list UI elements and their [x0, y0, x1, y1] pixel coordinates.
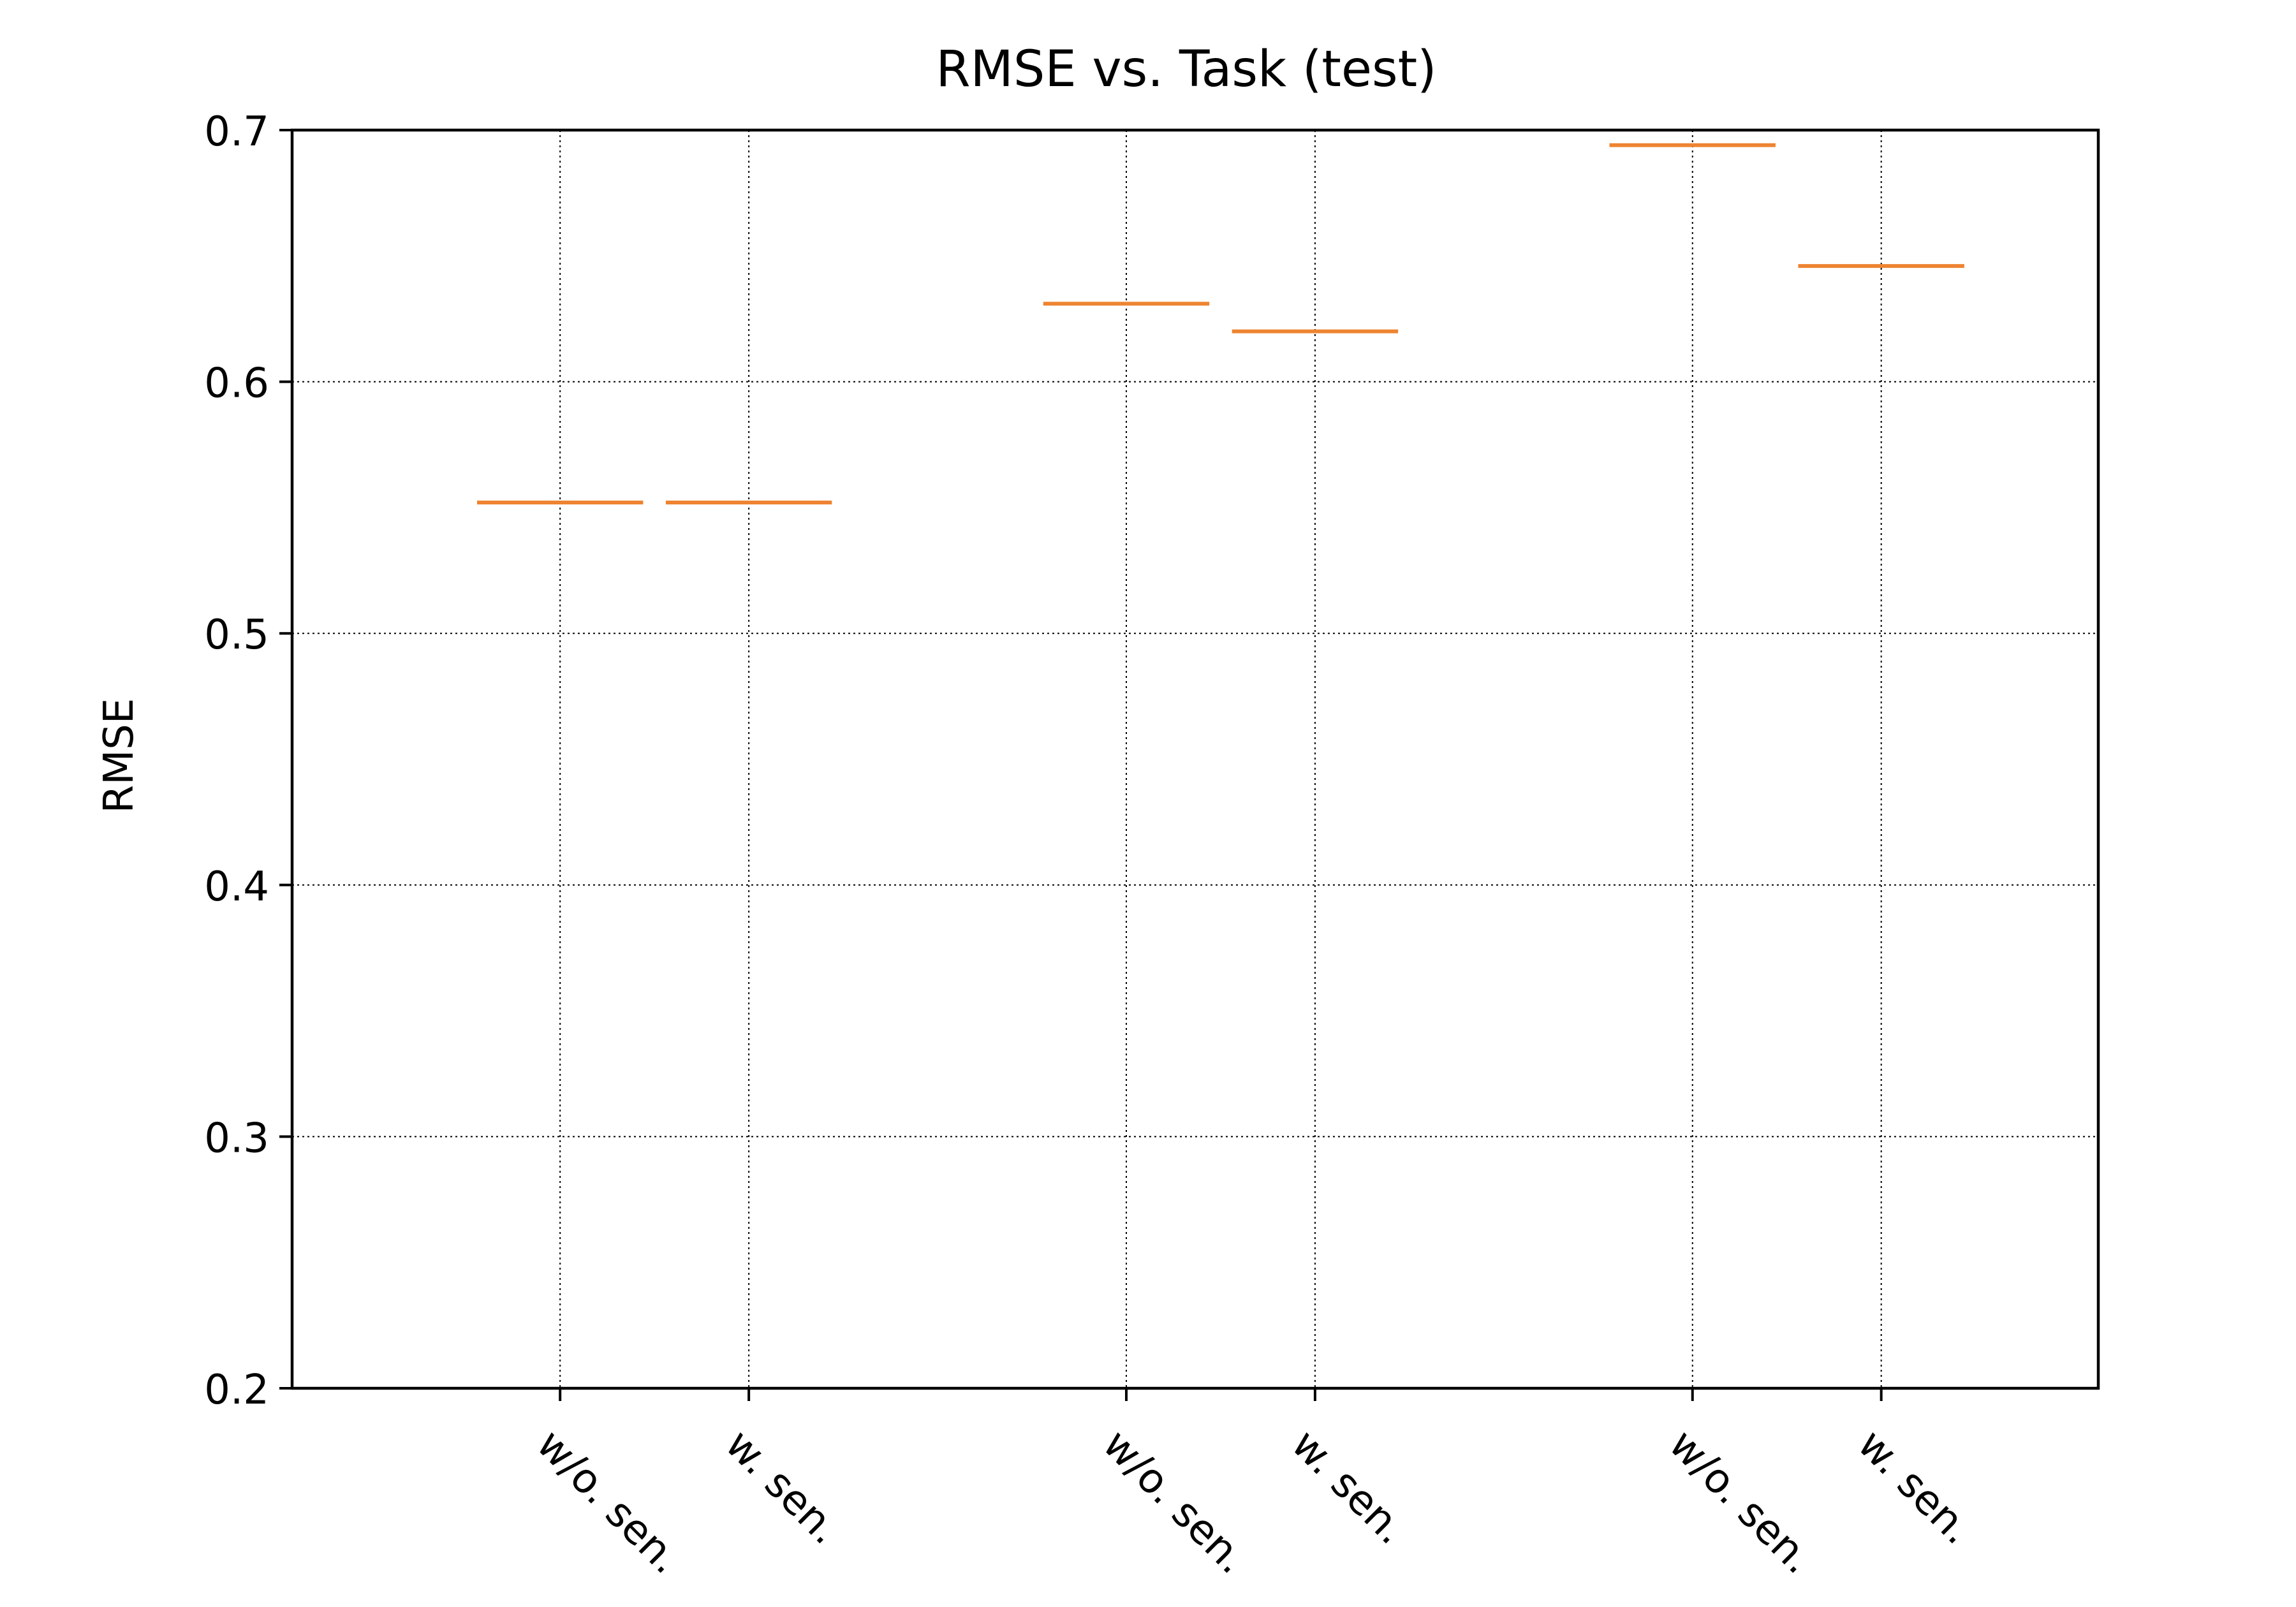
y-tick-label: 0.4 [204, 863, 269, 911]
y-tick-label: 0.7 [204, 108, 269, 156]
gridlines [292, 130, 2098, 1388]
y-tick-label: 0.6 [204, 360, 269, 407]
y-axis-label: RMSE [96, 698, 143, 814]
chart-title: RMSE vs. Task (test) [936, 41, 1436, 98]
plot-frame [290, 128, 2100, 1390]
median-lines [477, 143, 1964, 505]
y-tick-label: 0.5 [204, 612, 269, 659]
y-tick-label: 0.2 [204, 1367, 269, 1414]
y-tick-label: 0.3 [204, 1115, 269, 1162]
